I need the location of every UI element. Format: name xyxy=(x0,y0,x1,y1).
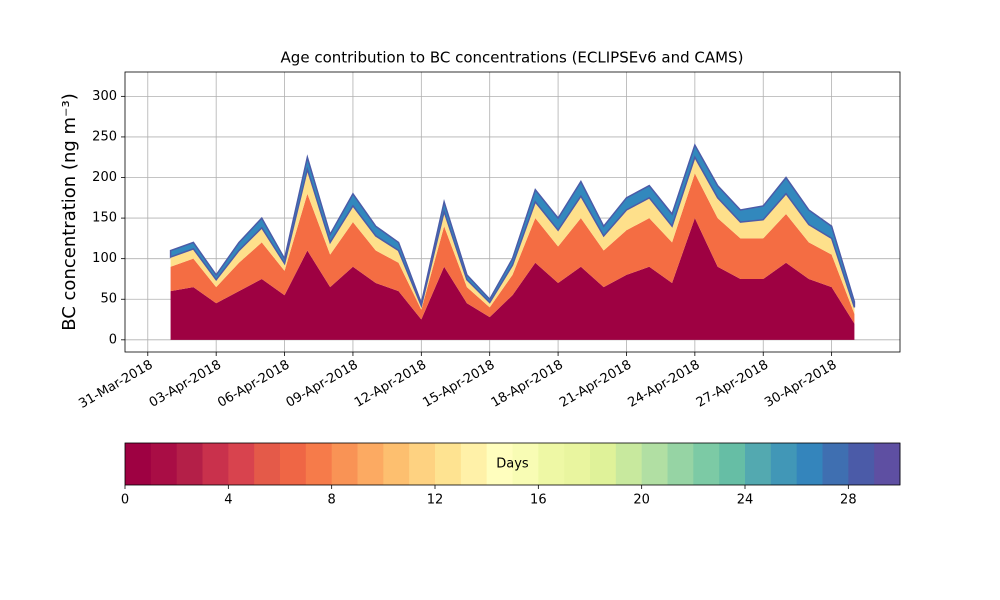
x-tick-label: 06-Apr-2018 xyxy=(215,358,292,411)
x-tick-label: 21-Apr-2018 xyxy=(557,358,634,411)
x-tick-label: 09-Apr-2018 xyxy=(284,358,361,411)
colorbar-swatch xyxy=(331,443,358,485)
colorbar-swatch xyxy=(125,443,152,485)
colorbar-swatch xyxy=(667,443,694,485)
x-tick-label: 24-Apr-2018 xyxy=(625,358,702,411)
colorbar-swatch xyxy=(693,443,720,485)
y-tick-label: 0 xyxy=(109,332,117,347)
area-band xyxy=(169,143,856,309)
colorbar-tick-label: 4 xyxy=(224,493,232,508)
colorbar-swatch xyxy=(435,443,462,485)
x-tick-label: 27-Apr-2018 xyxy=(694,358,771,411)
area-band xyxy=(170,218,855,340)
y-tick-label: 100 xyxy=(92,251,117,266)
colorbar-swatch xyxy=(202,443,229,485)
plot-frame xyxy=(124,71,901,353)
colorbar-swatch xyxy=(641,443,668,485)
colorbar-swatch xyxy=(822,443,849,485)
x-tick-label: 31-Mar-2018 xyxy=(76,358,155,412)
colorbar-swatch xyxy=(228,443,255,485)
colorbar-swatch xyxy=(357,443,384,485)
area-band xyxy=(170,173,855,324)
colorbar-tick-label: 24 xyxy=(737,493,754,508)
colorbar-swatch xyxy=(409,443,436,485)
x-tick-label: 12-Apr-2018 xyxy=(352,358,429,411)
colorbar-swatch xyxy=(719,443,746,485)
colorbar-swatch xyxy=(590,443,617,485)
area-band xyxy=(170,157,855,314)
y-tick-label: 200 xyxy=(92,170,117,185)
colorbar-frame xyxy=(124,442,901,486)
colorbar-swatch xyxy=(745,443,772,485)
colorbar-tick-label: 20 xyxy=(633,493,650,508)
colorbar-swatch xyxy=(280,443,307,485)
colorbar-tick-label: 12 xyxy=(427,493,444,508)
y-axis-label: BC concentration (ng m⁻³) xyxy=(59,93,80,331)
y-tick-label: 300 xyxy=(92,89,117,104)
colorbar-swatch xyxy=(305,443,333,485)
colorbar-swatch xyxy=(486,443,513,485)
colorbar-swatch xyxy=(538,443,565,485)
colorbar-swatch xyxy=(176,443,203,485)
y-tick-label: 250 xyxy=(92,129,117,144)
colorbar-swatch xyxy=(770,443,798,485)
y-tick-label: 150 xyxy=(92,211,117,226)
colorbar-swatch xyxy=(564,443,591,485)
colorbar-tick-label: 0 xyxy=(121,493,129,508)
colorbar-swatch xyxy=(254,443,281,485)
x-tick-label: 30-Apr-2018 xyxy=(762,358,839,411)
colorbar-tick-label: 28 xyxy=(840,493,857,508)
x-tick-label: 03-Apr-2018 xyxy=(147,358,224,411)
y-tick-label: 50 xyxy=(100,292,117,307)
colorbar-tick-label: 16 xyxy=(530,493,547,508)
colorbar-swatch xyxy=(848,443,875,485)
colorbar-swatch xyxy=(615,443,643,485)
chart-title: Age contribution to BC concentrations (E… xyxy=(281,49,744,67)
colorbar-swatch xyxy=(150,443,178,485)
colorbar-swatch xyxy=(796,443,823,485)
colorbar-tick-label: 8 xyxy=(328,493,336,508)
x-tick-label: 15-Apr-2018 xyxy=(420,358,497,411)
colorbar-swatch xyxy=(874,443,901,485)
colorbar-swatch xyxy=(512,443,539,485)
colorbar-swatch xyxy=(383,443,410,485)
colorbar-label: Days xyxy=(496,457,529,472)
x-tick-label: 18-Apr-2018 xyxy=(489,358,566,411)
colorbar-swatch xyxy=(460,443,488,485)
